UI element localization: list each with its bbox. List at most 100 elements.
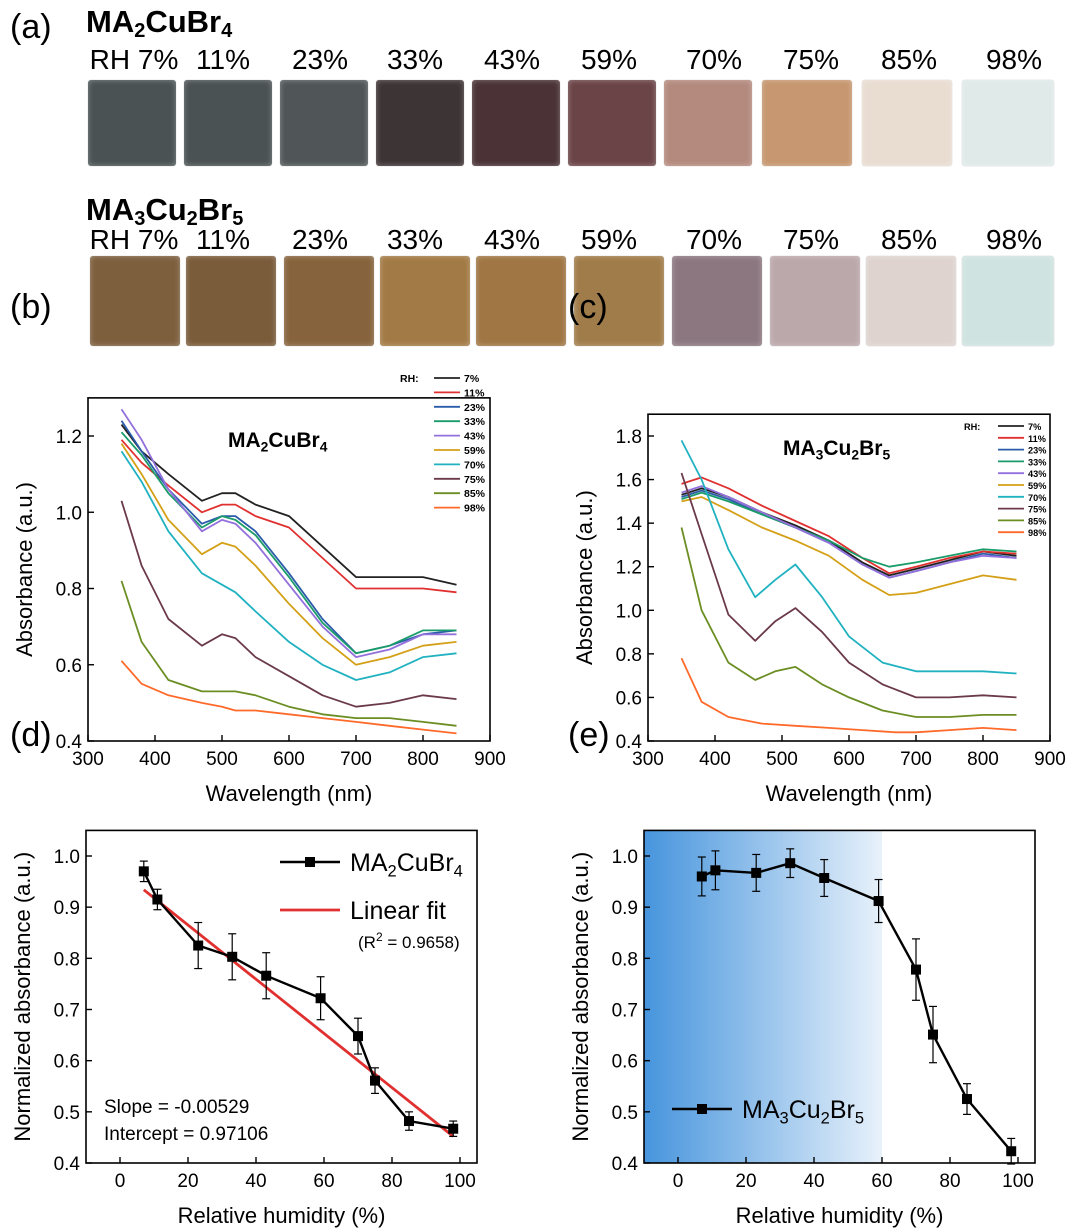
legend-label: MA3Cu2Br5 bbox=[742, 1096, 864, 1128]
y-axis-label: Normalized absorbance (a.u.) bbox=[10, 852, 35, 1142]
data-point bbox=[1006, 1146, 1017, 1157]
spectrum-line bbox=[120, 420, 457, 655]
sample-swatch bbox=[762, 80, 852, 166]
rh-label: 75% bbox=[782, 224, 840, 255]
y-axis-label: Absorbance (a.u.) bbox=[12, 482, 37, 657]
data-point bbox=[962, 1094, 972, 1105]
plot-frame bbox=[647, 413, 1051, 742]
y-tick-label: 0.5 bbox=[612, 1103, 638, 1124]
sample-swatch bbox=[574, 256, 664, 346]
sample-swatch bbox=[672, 256, 762, 346]
legend-label: 98% bbox=[1028, 528, 1046, 538]
y-tick-label: 0.6 bbox=[54, 1052, 80, 1073]
formula-text: CuBr bbox=[268, 429, 319, 452]
data-point bbox=[873, 896, 884, 907]
panel-tag: (d) bbox=[10, 716, 52, 754]
y-axis-label: Absorbance (a.u.) bbox=[572, 490, 597, 665]
y-tick-label: 0.6 bbox=[616, 688, 642, 709]
legend-label: 33% bbox=[464, 416, 486, 428]
x-axis-label: Wavelength (nm) bbox=[206, 781, 373, 806]
data-point bbox=[193, 940, 204, 951]
sample-swatch bbox=[90, 256, 180, 346]
y-tick-label: 0.6 bbox=[56, 656, 82, 677]
legend-label: 59% bbox=[464, 445, 486, 457]
chart-e: 0 20 40 60 80 100 0.4 0.5 0.6 0.7 0.8 0.9 1.0 Relativ… bbox=[568, 829, 1036, 1228]
chart-b: 300 400 500 600 700 800 900 0.4 0.6 0.8 1.0 1.2 Wave… bbox=[12, 373, 506, 806]
formula-text: MA bbox=[350, 849, 388, 877]
x-tick-label: 20 bbox=[735, 1171, 756, 1192]
x-tick-label: 800 bbox=[967, 749, 999, 770]
plot-frame bbox=[85, 829, 478, 1164]
rh-label: 59% bbox=[580, 224, 638, 255]
x-tick-label: 500 bbox=[206, 749, 238, 770]
data-point bbox=[353, 1031, 363, 1042]
y-tick-label: 0.4 bbox=[56, 732, 83, 753]
fit-line bbox=[142, 888, 455, 1138]
rh-label: 59% bbox=[580, 44, 638, 75]
x-tick-label: 80 bbox=[939, 1171, 960, 1192]
y-tick-label: 1.6 bbox=[616, 471, 642, 492]
sample-swatch bbox=[866, 256, 956, 346]
data-point bbox=[152, 894, 163, 905]
formula-text: MA bbox=[783, 437, 816, 460]
sample-swatch bbox=[568, 80, 656, 166]
legend-label: 11% bbox=[1028, 434, 1046, 444]
x-tick-label: 600 bbox=[273, 749, 305, 770]
rh-label: 70% bbox=[685, 224, 743, 255]
sample-swatch bbox=[664, 80, 752, 166]
data-point bbox=[227, 951, 238, 962]
data-point bbox=[404, 1116, 414, 1127]
x-tick-label: 600 bbox=[833, 749, 865, 770]
data-point bbox=[696, 871, 707, 882]
legend-label: 85% bbox=[464, 488, 486, 500]
formula-text: Cu bbox=[789, 1096, 821, 1124]
data-point bbox=[448, 1123, 459, 1134]
y-axis-label: Normalized absorbance (a.u.) bbox=[568, 852, 593, 1142]
spectrum-line bbox=[681, 485, 1017, 579]
legend-label: 23% bbox=[1028, 446, 1046, 456]
rh-label: 23% bbox=[291, 44, 349, 75]
r2-value: = 0.9658) bbox=[383, 933, 460, 952]
y-tick-label: 0.4 bbox=[616, 732, 643, 753]
spectrum-line bbox=[680, 657, 1017, 734]
formula-sub: 3 bbox=[134, 208, 146, 230]
r2-text: (R bbox=[358, 933, 376, 952]
sample-swatch bbox=[476, 256, 566, 346]
legend-label: 43% bbox=[1028, 469, 1046, 479]
x-tick-label: 300 bbox=[632, 749, 664, 770]
y-tick-label: 1.8 bbox=[616, 427, 642, 448]
y-tick-label: 1.2 bbox=[616, 558, 642, 579]
y-tick-label: 0.9 bbox=[54, 898, 80, 919]
x-tick-label: 40 bbox=[803, 1171, 824, 1192]
spectrum-line bbox=[120, 580, 457, 727]
y-tick-label: 1.0 bbox=[612, 847, 638, 868]
subscript: 3 bbox=[816, 447, 824, 463]
x-tick-label: 700 bbox=[340, 749, 372, 770]
rh-label: 23% bbox=[291, 224, 349, 255]
sample-swatch bbox=[186, 256, 276, 346]
spectrum-line bbox=[120, 431, 457, 655]
legend-title: RH: bbox=[964, 422, 980, 432]
formula-text: MA bbox=[742, 1096, 780, 1124]
rh-label: 33% bbox=[386, 224, 444, 255]
panel-a-material-2-title: MA3Cu2Br5 bbox=[86, 192, 243, 231]
rh-label: 11% bbox=[196, 224, 250, 255]
formula-text: Cu bbox=[823, 437, 851, 460]
chart-title: MA3Cu2Br5 bbox=[783, 437, 890, 463]
data-point bbox=[819, 873, 830, 884]
rh-label: 70% bbox=[685, 44, 743, 75]
legend-label: 75% bbox=[464, 474, 486, 486]
subscript: 3 bbox=[780, 1110, 789, 1128]
formula-part: Br bbox=[197, 192, 233, 227]
rh-label: 33% bbox=[386, 44, 444, 75]
chart-c: 300 400 500 600 700 800 900 0.4 0.6 0.8 1.0 1.2 1.4 1… bbox=[572, 413, 1066, 806]
x-tick-label: 700 bbox=[900, 749, 932, 770]
y-tick-label: 1.0 bbox=[616, 601, 642, 622]
r2-sup: 2 bbox=[376, 930, 383, 944]
y-tick-label: 0.4 bbox=[612, 1154, 639, 1175]
subscript: 2 bbox=[851, 447, 859, 463]
legend-label: 33% bbox=[1028, 457, 1046, 467]
x-tick-label: 40 bbox=[245, 1171, 266, 1192]
y-tick-label: 0.8 bbox=[616, 645, 642, 666]
